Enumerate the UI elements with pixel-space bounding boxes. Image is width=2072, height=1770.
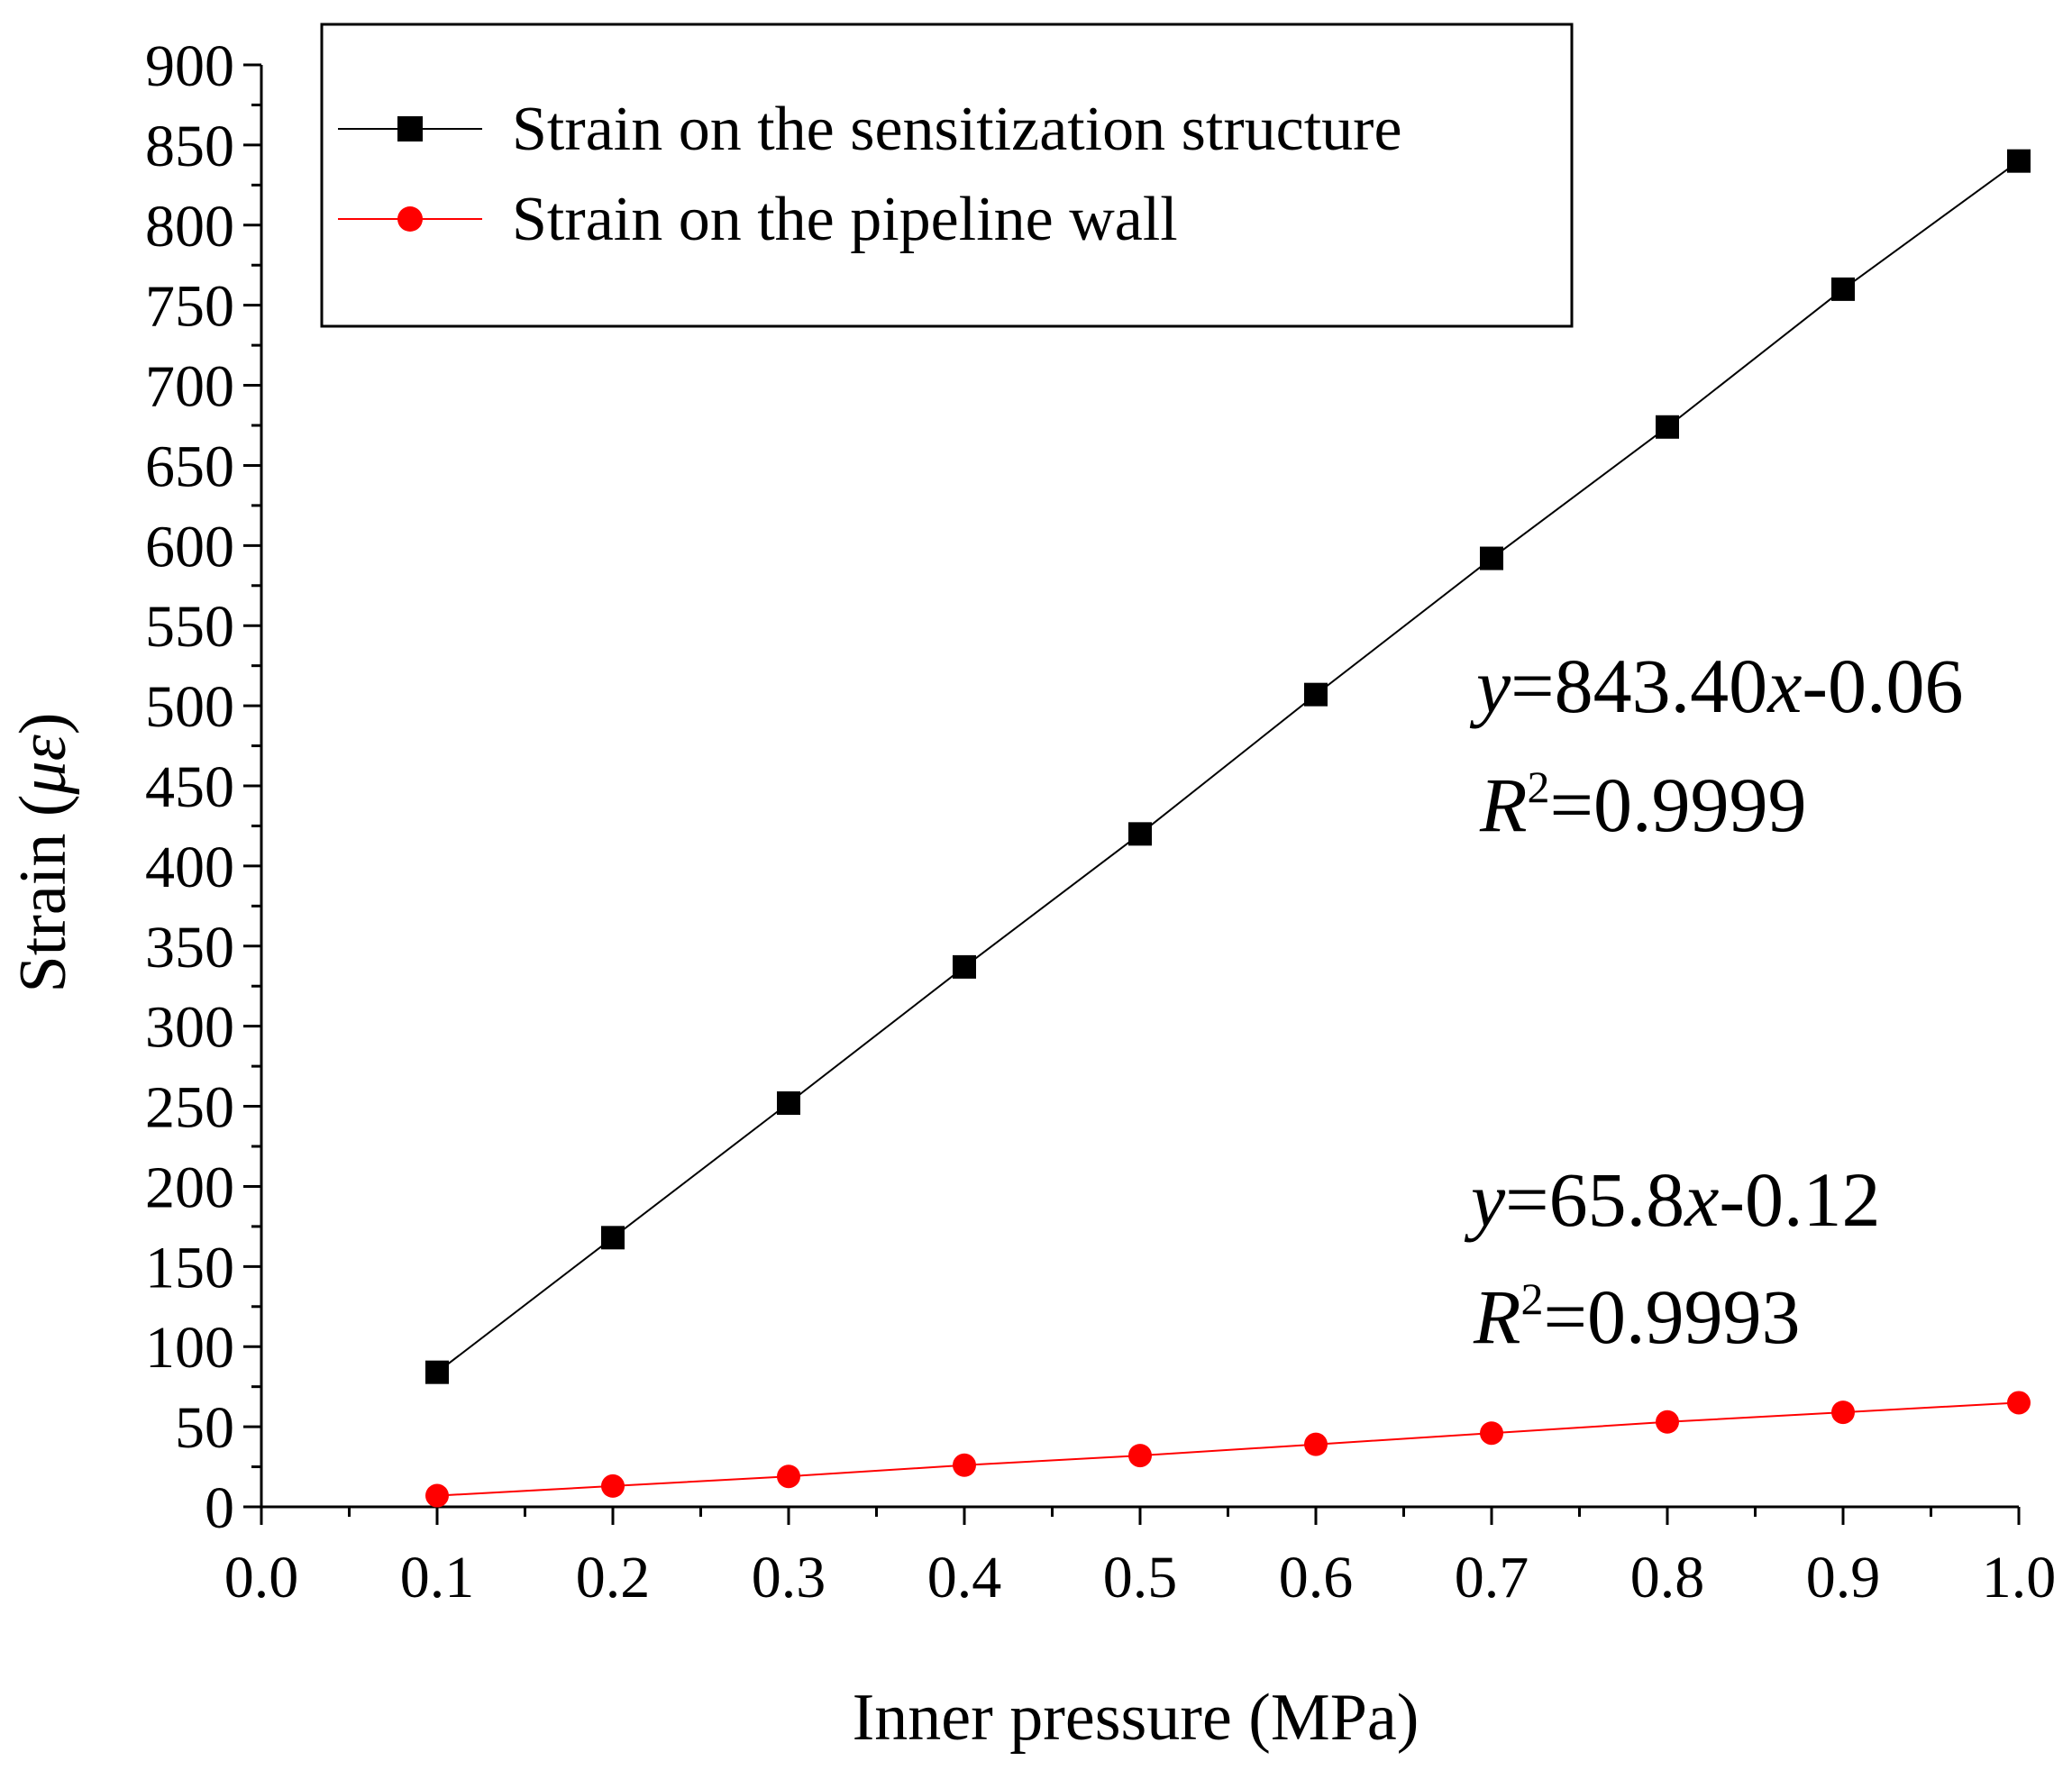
fit-equation-0: y=843.40x-0.06 [1469,643,1964,729]
y-axis-title: Strain (με) [6,713,80,993]
data-point [1304,1432,1328,1456]
data-point [1480,546,1503,570]
data-point [1656,415,1679,439]
y-tick-label: 150 [145,1235,234,1300]
fit-r2-1: R2=0.9993 [1473,1273,1801,1360]
y-tick-label: 450 [145,754,234,820]
fit-eq-x-1: x [1683,1156,1719,1243]
data-point [1128,822,1152,846]
fit-eq-const-1: -0.12 [1719,1156,1880,1243]
y-tick-label: 500 [145,674,234,740]
series-0 [425,149,2031,1384]
data-point [1656,1410,1679,1434]
legend: Strain on the sensitization structure St… [320,23,1574,328]
y-tick-label: 700 [145,354,234,420]
fit-r-val-1: =0.9993 [1544,1273,1801,1360]
series-line-0 [436,160,2020,1373]
data-point [425,1483,449,1508]
data-point [777,1091,800,1115]
x-tick-label: 0.3 [752,1545,826,1610]
fit-eq-y-0: y [1469,643,1511,729]
x-tick-label: 0.1 [400,1545,475,1610]
axes: 0.0 0.1 0.2 0.3 0.4 0.5 0.6 0.7 0.8 0.9 1.0 0 50 100 1… [145,33,2056,1610]
y-tick-label: 350 [145,915,234,981]
data-point [1304,682,1328,707]
data-point [1480,1421,1503,1446]
data-point [953,1453,976,1477]
x-axis-title: Inner pressure (MPa) [853,1681,1419,1755]
series-line-1 [436,1401,2020,1497]
legend-marker-0 [397,116,423,141]
data-point [1831,1400,1855,1425]
y-tick-label: 550 [145,594,234,660]
legend-label-1: Strain on the pipeline wall [512,185,1178,254]
x-tick-label: 0.6 [1279,1545,1354,1610]
fit-r-1: R [1473,1273,1521,1360]
y-axis-title-post: ) [6,713,80,735]
fit-eq-x-0: x [1766,643,1802,729]
fit-equation-1: y=65.8x-0.12 [1464,1156,1881,1243]
y-tick-label: 600 [145,514,234,579]
y-tick-label: 750 [145,274,234,340]
data-point [2007,149,2031,173]
data-point [425,1360,449,1384]
y-axis-title-unit: με [6,734,80,795]
data-point [1831,277,1855,301]
x-tick-label: 1.0 [1982,1545,2057,1610]
fit-r-sup-0: 2 [1528,762,1550,812]
data-point [953,954,976,979]
legend-box [320,23,1574,328]
data-point [601,1226,625,1250]
x-tick-label: 0.2 [576,1545,651,1610]
fit-eq-y-1: y [1464,1156,1506,1243]
data-point [2007,1391,2031,1415]
fit-r-0: R [1479,762,1528,848]
y-tick-label: 100 [145,1315,234,1381]
y-tick-label: 850 [145,114,234,179]
fit-eq-coef-0: =843.40 [1511,643,1767,729]
y-tick-label: 900 [145,33,234,99]
fit-eq-coef-1: =65.8 [1505,1156,1684,1243]
x-tick-label: 0.9 [1806,1545,1881,1610]
legend-label-0: Strain on the sensitization structure [512,95,1402,164]
y-tick-label: 200 [145,1154,234,1220]
legend-marker-1 [397,206,423,232]
fit-r-val-0: =0.9999 [1550,762,1807,848]
data-point [777,1464,800,1489]
x-tick-label: 0.5 [1103,1545,1178,1610]
x-tick-label: 0.7 [1455,1545,1529,1610]
fit-r-sup-1: 2 [1521,1273,1544,1324]
y-tick-label: 50 [175,1395,234,1461]
series-layer [425,149,2031,1508]
y-tick-label: 400 [145,835,234,900]
x-tick-label: 0.4 [927,1545,1002,1610]
y-axis-title-pre: Strain ( [6,795,80,993]
y-tick-label: 650 [145,433,234,499]
x-tick-label: 0.0 [224,1545,299,1610]
y-tick-label: 250 [145,1075,234,1141]
series-1 [425,1391,2031,1508]
fit-eq-const-0: -0.06 [1802,643,1963,729]
fit-r2-0: R2=0.9999 [1479,762,1807,848]
data-point [601,1473,625,1498]
data-point [1128,1444,1152,1468]
y-tick-label: 800 [145,194,234,260]
y-tick-label: 0 [205,1475,234,1541]
x-tick-label: 0.8 [1630,1545,1705,1610]
y-tick-label: 300 [145,995,234,1061]
